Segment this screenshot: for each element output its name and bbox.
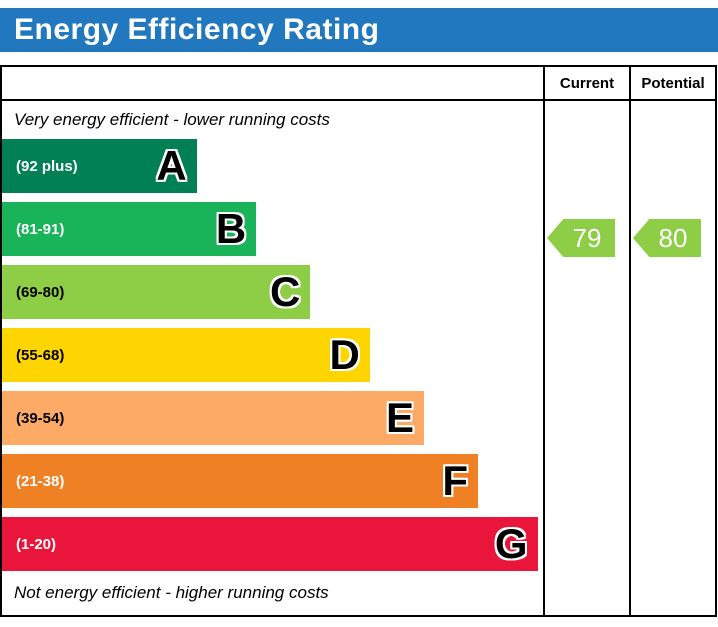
- band-d-letter: D: [329, 331, 360, 378]
- band-f-range: (21-38): [16, 472, 65, 490]
- band-g-letter: G: [494, 520, 528, 567]
- rating-band-e: (39-54) E: [2, 391, 424, 445]
- band-b-letter: B: [215, 205, 247, 252]
- current-column: Current 79: [543, 67, 629, 615]
- rating-band-c: (69-80) C: [2, 265, 311, 319]
- band-g-range: (1-20): [16, 535, 57, 553]
- band-a-range: (92 plus): [16, 157, 78, 175]
- energy-efficiency-chart: Very energy efficient - lower running co…: [0, 65, 717, 617]
- band-e-range: (39-54): [16, 409, 65, 427]
- band-b-range: (81-91): [16, 220, 65, 238]
- band-c-range: (69-80): [16, 283, 65, 301]
- rating-band-a: (92 plus) A: [2, 139, 197, 193]
- band-e-letter: E: [385, 394, 414, 441]
- table-corner-cell: [2, 67, 543, 101]
- band-c-letter: C: [270, 268, 301, 315]
- rating-band-b: (81-91) B: [2, 202, 257, 256]
- band-d-range: (55-68): [16, 346, 65, 364]
- bottom-caption: Not energy efficient - higher running co…: [14, 583, 329, 602]
- current-column-header: Current: [545, 67, 629, 101]
- title-bar: Energy Efficiency Rating: [0, 8, 718, 52]
- potential-rating-value: 80: [658, 222, 688, 253]
- current-rating-value: 79: [572, 222, 602, 253]
- rating-band-d: (55-68) D: [2, 328, 370, 382]
- rating-band-g: (1-20) G: [2, 517, 538, 571]
- band-a-letter: A: [156, 142, 187, 189]
- rating-band-f: (21-38) F: [2, 454, 479, 508]
- rating-bands: (92 plus) A (81-91) B (69-80) C (55-68) …: [2, 139, 543, 571]
- potential-column-header: Potential: [631, 67, 715, 101]
- page-title: Energy Efficiency Rating: [14, 13, 380, 46]
- band-column: Very energy efficient - lower running co…: [2, 67, 543, 615]
- potential-rating-indicator: 80: [633, 219, 701, 257]
- top-caption: Very energy efficient - lower running co…: [14, 110, 330, 129]
- epc-page: Energy Efficiency Rating Very energy eff…: [0, 8, 718, 627]
- current-rating-indicator: 79: [547, 219, 615, 257]
- band-f-letter: F: [442, 457, 469, 504]
- potential-column: Potential 80: [629, 67, 715, 615]
